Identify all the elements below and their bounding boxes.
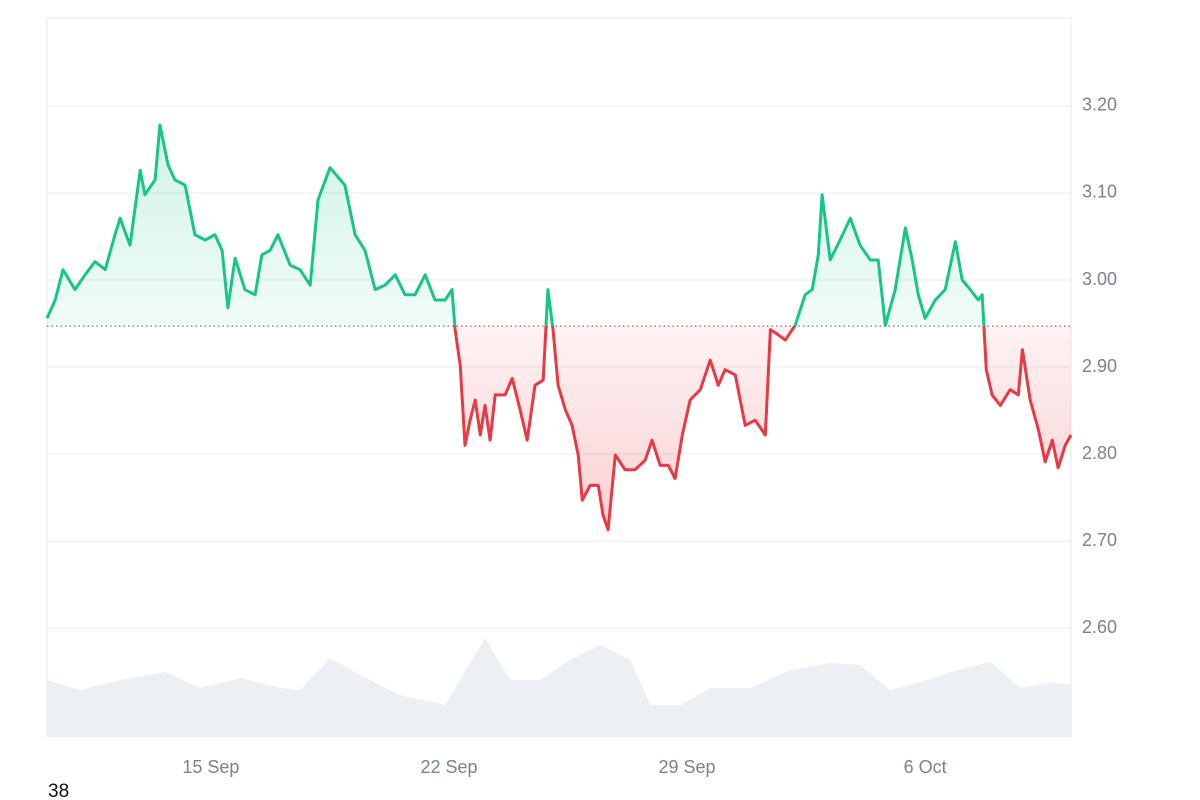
y-tick-label: 2.80	[1082, 443, 1117, 463]
plot: 2.60 2.70 2.80 2.90 3.00 3.10 3.20 15 Sep 22 Sep…	[45, 17, 1117, 777]
price-line	[45, 123, 1073, 532]
price-area	[47, 125, 1071, 530]
volume-area	[47, 638, 1071, 737]
y-tick-label: 2.90	[1082, 356, 1117, 376]
x-tick-label: 15 Sep	[182, 757, 239, 777]
y-tick-label: 2.70	[1082, 530, 1117, 550]
x-tick-label: 22 Sep	[420, 757, 477, 777]
x-tick-label: 29 Sep	[659, 757, 716, 777]
y-tick-label: 3.10	[1082, 182, 1117, 202]
y-tick-label: 2.60	[1082, 617, 1117, 637]
footer-text: 38	[48, 781, 69, 800]
y-tick-label: 3.00	[1082, 269, 1117, 289]
y-tick-label: 3.20	[1082, 95, 1117, 115]
x-tick-label: 6 Oct	[904, 757, 947, 777]
